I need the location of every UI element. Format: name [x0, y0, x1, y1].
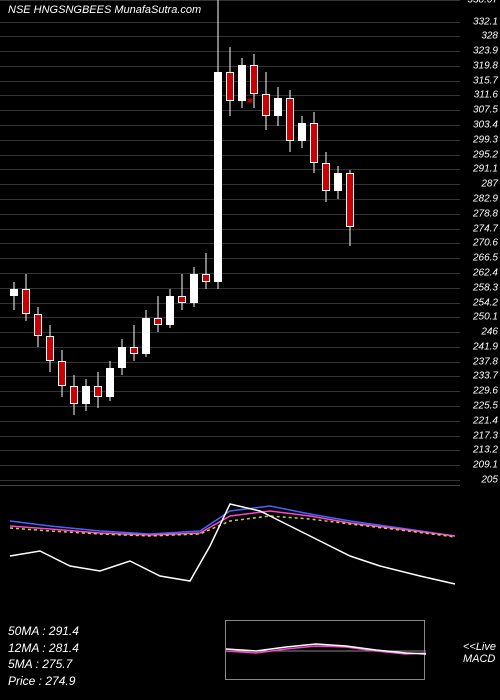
y-axis-label: 287	[481, 179, 498, 190]
macd-label-line1: <<Live	[463, 641, 496, 653]
y-axis-label: 303.4	[473, 120, 498, 131]
gridline	[0, 288, 460, 289]
y-axis-label: 332.1	[473, 16, 498, 27]
y-axis-label: 241.9	[473, 341, 498, 352]
gridline	[0, 22, 460, 23]
gridline	[0, 465, 460, 466]
y-axis-label: 258.3	[473, 282, 498, 293]
gridline	[0, 480, 460, 481]
y-axis-label: 307.5	[473, 105, 498, 116]
y-axis-label: 233.7	[473, 371, 498, 382]
macd-label: <<Live MACD	[463, 641, 496, 665]
gridline	[0, 155, 460, 156]
y-axis-label: 291.1	[473, 164, 498, 175]
y-axis-label: 323.9	[473, 46, 498, 57]
ma50-value: 50MA : 291.4	[8, 623, 79, 640]
y-axis-label: 217.3	[473, 430, 498, 441]
y-axis-label: 221.4	[473, 415, 498, 426]
chart-title: NSE HNGSNGBEES MunafaSutra.com	[8, 4, 201, 16]
y-axis-label: 213.2	[473, 445, 498, 456]
gridline	[0, 243, 460, 244]
y-axis-label: 311.6	[474, 90, 498, 101]
y-axis-label: 295.2	[473, 149, 498, 160]
stock-chart-container: NSE HNGSNGBEES MunafaSutra.com ✶ 338.07 3…	[0, 0, 500, 700]
gridline	[0, 332, 460, 333]
y-axis-label: 225.5	[473, 401, 498, 412]
y-axis-label: 205	[481, 475, 498, 486]
info-panel: 50MA : 291.4 12MA : 281.4 5MA : 275.7 Pr…	[8, 623, 79, 690]
gridline	[0, 362, 460, 363]
gridline	[0, 229, 460, 230]
gridline	[0, 421, 460, 422]
gridline	[0, 450, 460, 451]
gridline	[0, 347, 460, 348]
y-axis-label: 270.6	[473, 238, 498, 249]
gridline	[0, 199, 460, 200]
y-axis-label: 246	[481, 327, 498, 338]
gridline	[0, 214, 460, 215]
ma12-value: 12MA : 281.4	[8, 640, 79, 657]
gridline	[0, 273, 460, 274]
macd-inset	[225, 620, 425, 680]
y-axis-label: 338.07	[467, 0, 498, 6]
y-axis-label: 262.4	[473, 267, 498, 278]
y-axis-label: 237.8	[473, 356, 498, 367]
gridline	[0, 406, 460, 407]
y-axis-label: 282.9	[473, 194, 498, 205]
y-axis-label: 266.5	[473, 253, 498, 264]
gridline	[0, 303, 460, 304]
y-axis-label: 209.1	[473, 460, 498, 471]
gridline	[0, 125, 460, 126]
gridline	[0, 184, 460, 185]
ma5-value: 5MA : 275.7	[8, 656, 79, 673]
y-axis-label: 315.7	[473, 75, 498, 86]
star-marker: ✶	[245, 94, 255, 108]
gridline	[0, 258, 460, 259]
y-axis-label: 229.6	[473, 386, 498, 397]
gridline	[0, 140, 460, 141]
y-axis-label: 299.3	[473, 134, 498, 145]
gridline	[0, 391, 460, 392]
y-axis-label: 250.1	[473, 312, 498, 323]
gridline	[0, 317, 460, 318]
y-axis-label: 319.8	[473, 60, 498, 71]
gridline	[0, 169, 460, 170]
gridline	[0, 36, 460, 37]
indicator-panel	[0, 485, 460, 595]
y-axis-label: 278.8	[473, 208, 498, 219]
gridline	[0, 436, 460, 437]
price-value: Price : 274.9	[8, 673, 79, 690]
gridline	[0, 376, 460, 377]
y-axis-label: 274.7	[473, 223, 498, 234]
macd-label-line2: MACD	[463, 653, 495, 665]
y-axis-label: 328	[481, 31, 498, 42]
y-axis-label: 254.2	[473, 297, 498, 308]
price-chart: ✶	[0, 0, 460, 480]
gridline	[0, 0, 460, 1]
